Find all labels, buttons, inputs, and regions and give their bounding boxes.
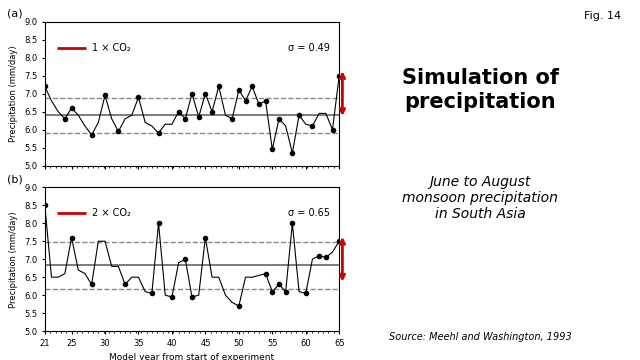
Text: Source: Meehl and Washington, 1993: Source: Meehl and Washington, 1993 <box>388 332 572 342</box>
Text: 2 × CO₂: 2 × CO₂ <box>92 208 131 218</box>
Y-axis label: Precipitation (mm/day): Precipitation (mm/day) <box>10 45 19 142</box>
Y-axis label: Precipitation (mm/day): Precipitation (mm/day) <box>10 211 19 307</box>
Text: Simulation of
precipitation: Simulation of precipitation <box>401 68 559 112</box>
X-axis label: Model year from start of experiment: Model year from start of experiment <box>109 354 275 360</box>
Text: (a): (a) <box>6 9 22 19</box>
Text: σ = 0.65: σ = 0.65 <box>289 208 330 218</box>
Text: 1 × CO₂: 1 × CO₂ <box>92 42 131 53</box>
Text: June to August
monsoon precipitation
in South Asia: June to August monsoon precipitation in … <box>402 175 558 221</box>
Text: (b): (b) <box>6 174 22 184</box>
Text: Fig. 14: Fig. 14 <box>584 11 621 21</box>
Text: σ = 0.49: σ = 0.49 <box>289 42 330 53</box>
